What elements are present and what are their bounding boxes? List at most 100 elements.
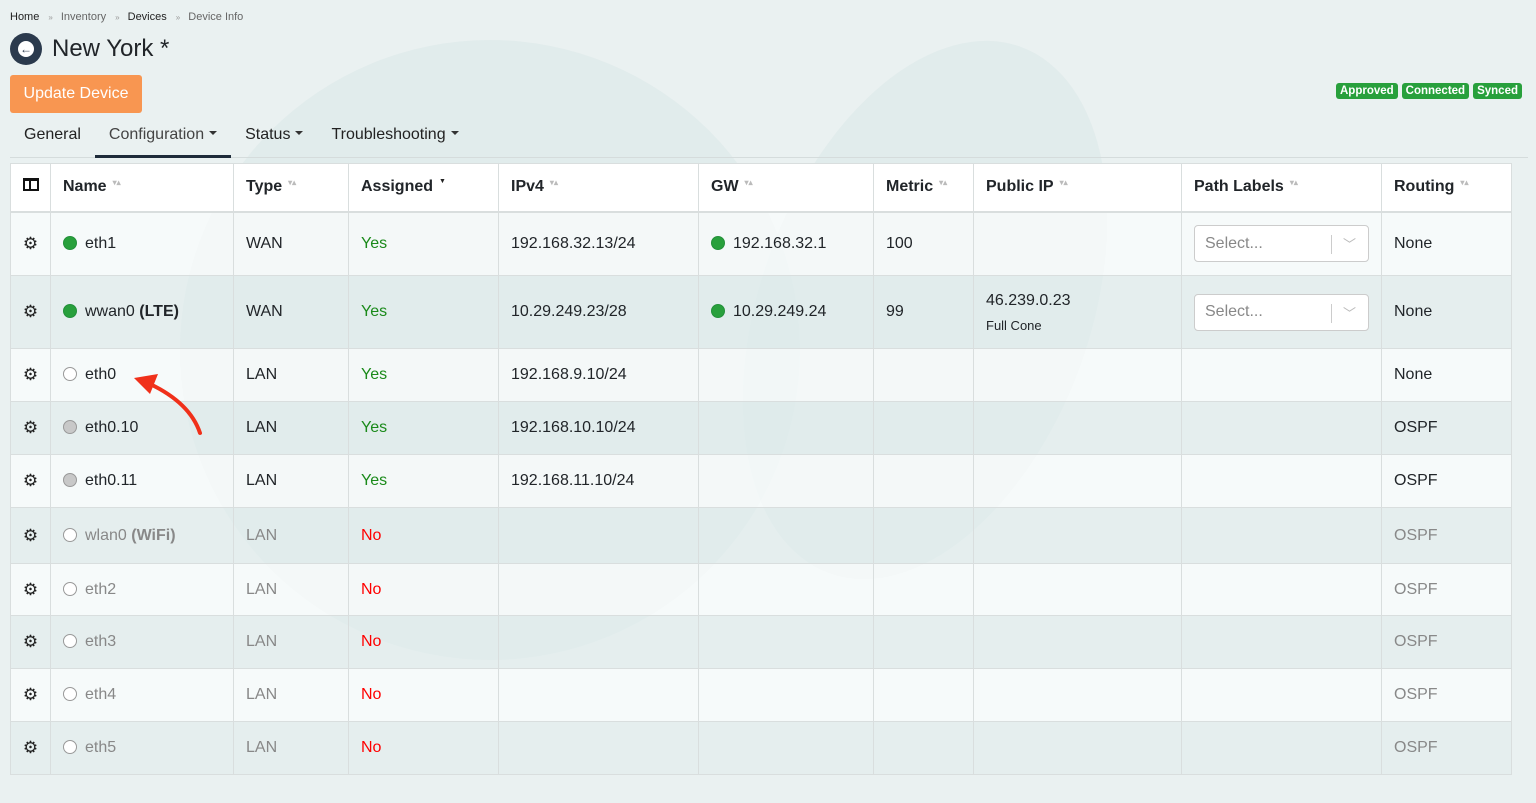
status-dot-icon [63,687,77,701]
assigned-value: Yes [361,234,388,252]
interface-type: LAN [246,472,278,489]
gear-icon[interactable]: ⚙ [22,233,39,253]
interface-name[interactable]: eth0 [85,366,117,383]
interface-type: LAN [246,686,278,703]
status-dot-icon [63,420,77,434]
table-row: ⚙ eth5 LAN No OSPF [10,721,1512,775]
update-device-button[interactable]: Update Device [10,75,142,113]
interface-name[interactable]: eth1 [85,234,117,252]
column-header-label: Path Labels [1194,178,1284,196]
interface-name[interactable]: eth0.10 [85,419,139,436]
sort-icon: ▾▴ [288,178,297,188]
page-title: New York * [52,35,170,62]
assigned-value: No [361,633,382,650]
column-header-type[interactable]: Type ▾▴ [233,163,349,213]
tab-configuration[interactable]: Configuration [94,118,232,158]
public-ip-value: 46.239.0.23 [986,291,1071,309]
table-row: ⚙ eth0.10 LAN Yes 192.168.10.10/24 OSPF [10,401,1512,455]
gear-icon[interactable]: ⚙ [22,738,39,757]
caret-down-icon [295,131,304,136]
status-dot-icon [63,473,77,487]
column-header-routing[interactable]: Routing ▾▴ [1381,163,1512,213]
sort-desc-icon: ▼ [439,178,446,186]
interface-name[interactable]: eth5 [85,739,117,756]
column-toggle-button[interactable] [10,163,51,213]
caret-down-icon [209,131,218,136]
column-header-label: Routing [1394,178,1455,196]
assigned-value: Yes [361,303,388,320]
tab-status[interactable]: Status [231,118,317,158]
gear-icon[interactable]: ⚙ [22,471,39,490]
assigned-value: No [361,739,382,756]
gateway-status-icon [711,304,725,318]
table-row: ⚙ wlan0 (WiFi) LAN No OSPF [10,507,1512,564]
column-header-public-ip[interactable]: Public IP ▾▴ [973,163,1182,213]
gear-icon[interactable]: ⚙ [22,685,39,704]
breadcrumb-inventory[interactable]: Inventory [60,11,107,23]
interface-name[interactable]: eth0.11 [85,472,138,489]
ipv4-value: 10.29.249.23/28 [511,303,627,320]
path-labels-select[interactable]: Select... ﹀ [1194,225,1369,263]
status-dot-icon [63,235,77,250]
routing-value: OSPF [1394,633,1438,650]
ipv4-value: 192.168.32.13/24 [511,234,636,252]
tab-general[interactable]: General [24,126,81,143]
interface-name[interactable]: eth3 [85,633,117,650]
column-header-label: Public IP [986,178,1054,196]
assigned-value: Yes [361,419,388,436]
column-header-gw[interactable]: GW ▾▴ [698,163,874,213]
status-dot-icon [63,740,77,754]
gear-icon[interactable]: ⚙ [22,525,39,545]
back-button[interactable]: ← [10,33,42,65]
interface-name[interactable]: wlan0 [85,526,127,544]
interfaces-table: Name ▾▴ Type ▾▴ Assigned ▼ IPv4 ▾▴ GW ▾▴ Metric ▾▴ P… [10,163,1512,775]
breadcrumb-home[interactable]: Home [10,11,40,23]
gear-icon[interactable]: ⚙ [22,418,39,437]
ipv4-value: 192.168.9.10/24 [511,366,627,383]
interface-type: WAN [246,303,283,320]
metric-value: 100 [886,234,913,252]
interface-type: WAN [246,234,283,252]
gear-icon[interactable]: ⚙ [22,365,39,384]
sort-icon: ▾▴ [939,178,948,188]
sort-icon: ▾▴ [1289,178,1298,188]
gw-value: 10.29.249.24 [733,303,827,320]
breadcrumb: Home» Inventory» Devices» Device Info [10,11,244,23]
select-placeholder: Select... [1205,303,1263,320]
table-row: ⚙ eth4 LAN No OSPF [10,668,1512,722]
column-header-metric[interactable]: Metric ▾▴ [873,163,974,213]
routing-value: None [1394,234,1433,252]
table-row: ⚙ wwan0 (LTE) WAN Yes 10.29.249.23/28 10.29.2… [10,275,1512,349]
path-labels-select[interactable]: Select... ﹀ [1194,293,1369,331]
interface-kind: (LTE) [139,303,179,320]
status-dot-icon [63,304,77,318]
column-header-name[interactable]: Name ▾▴ [50,163,234,213]
interface-name[interactable]: eth2 [85,580,117,598]
gear-icon[interactable]: ⚙ [22,579,39,599]
column-header-assigned[interactable]: Assigned ▼ [348,163,499,213]
column-header-ipv4[interactable]: IPv4 ▾▴ [498,163,699,213]
tab-troubleshooting[interactable]: Troubleshooting [317,118,472,158]
sort-icon: ▾▴ [1059,178,1068,188]
gear-icon[interactable]: ⚙ [22,632,39,651]
routing-value: OSPF [1394,580,1438,598]
interface-type: LAN [246,633,278,650]
columns-icon [22,178,39,192]
breadcrumb-devices[interactable]: Devices [127,11,167,23]
interface-name[interactable]: wwan0 [85,303,135,320]
sort-icon: ▾▴ [1460,178,1469,188]
interface-name[interactable]: eth4 [85,686,117,703]
assigned-value: Yes [361,366,388,383]
routing-value: OSPF [1394,739,1438,756]
column-header-path-labels[interactable]: Path Labels ▾▴ [1181,163,1382,213]
metric-value: 99 [886,303,904,320]
connected-badge: Connected [1401,83,1470,99]
chevron-down-icon: ﹀ [1342,237,1356,253]
assigned-value: Yes [361,472,388,489]
interface-type: LAN [246,366,278,383]
sort-icon: ▾▴ [549,178,558,188]
table-row: ⚙ eth1 WAN Yes 192.168.32.13/24 192.168.32.1 1… [10,211,1512,276]
gear-icon[interactable]: ⚙ [22,302,39,321]
column-header-label: Assigned [361,178,434,196]
select-placeholder: Select... [1205,234,1263,252]
